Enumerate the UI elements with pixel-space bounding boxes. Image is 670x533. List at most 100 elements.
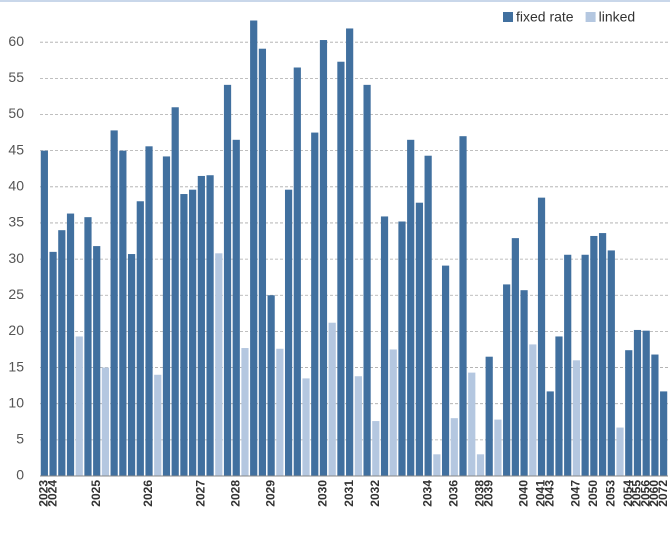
x-tick-label: 2025 [89, 480, 103, 507]
x-tick-label: 2054 [621, 480, 635, 507]
bar [189, 189, 197, 476]
y-tick-label: 35 [8, 214, 24, 230]
bar [197, 175, 205, 476]
bar [651, 354, 659, 476]
x-tick-label: 2036 [446, 480, 460, 507]
y-tick-label: 50 [8, 105, 24, 121]
bar [485, 356, 493, 476]
bar [494, 419, 502, 476]
legend-swatch [585, 12, 596, 22]
x-tick-label: 2028 [228, 480, 242, 507]
bar [511, 238, 519, 476]
bar [162, 156, 171, 476]
x-tick-label: 2040 [516, 480, 530, 507]
bar [625, 350, 633, 476]
bar [537, 197, 546, 476]
bar [180, 194, 188, 476]
x-tick-label: 2053 [603, 480, 617, 507]
y-tick-label: 55 [8, 69, 24, 85]
x-tick-label: 2041 [534, 480, 548, 507]
bar [119, 150, 127, 476]
bar [136, 201, 144, 476]
bar [433, 454, 441, 476]
bar [642, 330, 650, 476]
bar [441, 265, 450, 476]
bar [555, 336, 563, 476]
bar [476, 454, 485, 476]
y-tick-label: 40 [8, 178, 24, 194]
bar [354, 376, 362, 476]
bar [223, 84, 232, 477]
bar [415, 202, 424, 476]
x-tick-label: 2032 [368, 480, 382, 507]
y-tick-label: 0 [16, 467, 24, 483]
x-tick-label: 2072 [656, 480, 670, 507]
bar [546, 391, 554, 476]
x-tick-label: 2026 [141, 480, 155, 507]
y-tick-label: 20 [8, 322, 24, 338]
bar [389, 349, 397, 476]
bar [58, 230, 66, 476]
x-tick-label: 2031 [342, 480, 356, 507]
bar [468, 372, 476, 476]
bar [267, 295, 275, 476]
bar [529, 344, 537, 476]
y-tick-label: 45 [8, 141, 24, 157]
y-tick-label: 25 [8, 286, 24, 302]
bar [607, 250, 615, 476]
x-tick-label: 2030 [316, 480, 330, 507]
bar [127, 254, 136, 476]
x-tick-label: 2043 [542, 480, 556, 507]
bar [84, 217, 92, 476]
bar [424, 155, 432, 476]
bar [293, 67, 301, 476]
bar [503, 284, 511, 476]
bar [372, 421, 380, 476]
bar [93, 246, 101, 476]
y-tick-label: 30 [8, 250, 24, 266]
x-tick-label: 2024 [45, 480, 59, 507]
bar [206, 175, 214, 476]
bar [590, 235, 598, 476]
x-tick-label: 2029 [263, 480, 277, 507]
bar [75, 336, 83, 476]
x-tick-label: 2038 [473, 480, 487, 507]
y-tick-label: 5 [16, 431, 24, 447]
bar [66, 213, 75, 476]
x-tick-label: 2060 [647, 480, 661, 507]
bar [232, 139, 240, 476]
bar [40, 150, 48, 476]
bar [520, 290, 528, 476]
bar [598, 233, 607, 476]
bar [250, 20, 258, 476]
x-tick-label: 2047 [569, 480, 583, 507]
bar [215, 253, 223, 476]
x-tick-label: 2050 [586, 480, 600, 507]
bar [302, 378, 310, 476]
bar [337, 61, 345, 476]
bar [363, 84, 371, 477]
bar [572, 360, 581, 476]
x-tick-label: 2056 [638, 480, 652, 507]
bar [49, 251, 57, 476]
bar [398, 221, 406, 476]
bar [616, 427, 624, 476]
bar [328, 322, 336, 476]
bar [101, 367, 110, 476]
bar [110, 130, 118, 476]
legend-label: fixed rate [516, 9, 574, 25]
bar [450, 418, 458, 476]
bar [407, 139, 415, 476]
bar [581, 254, 589, 476]
y-tick-label: 60 [8, 33, 24, 49]
x-tick-label: 2055 [630, 480, 644, 507]
bar [171, 107, 179, 477]
bar [564, 254, 572, 476]
x-tick-label: 2039 [481, 480, 495, 507]
y-tick-label: 15 [8, 358, 24, 374]
x-tick-label: 2027 [194, 480, 208, 507]
bar [276, 348, 284, 476]
y-tick-label: 10 [8, 394, 24, 410]
bar [311, 132, 319, 476]
bar [241, 348, 249, 476]
